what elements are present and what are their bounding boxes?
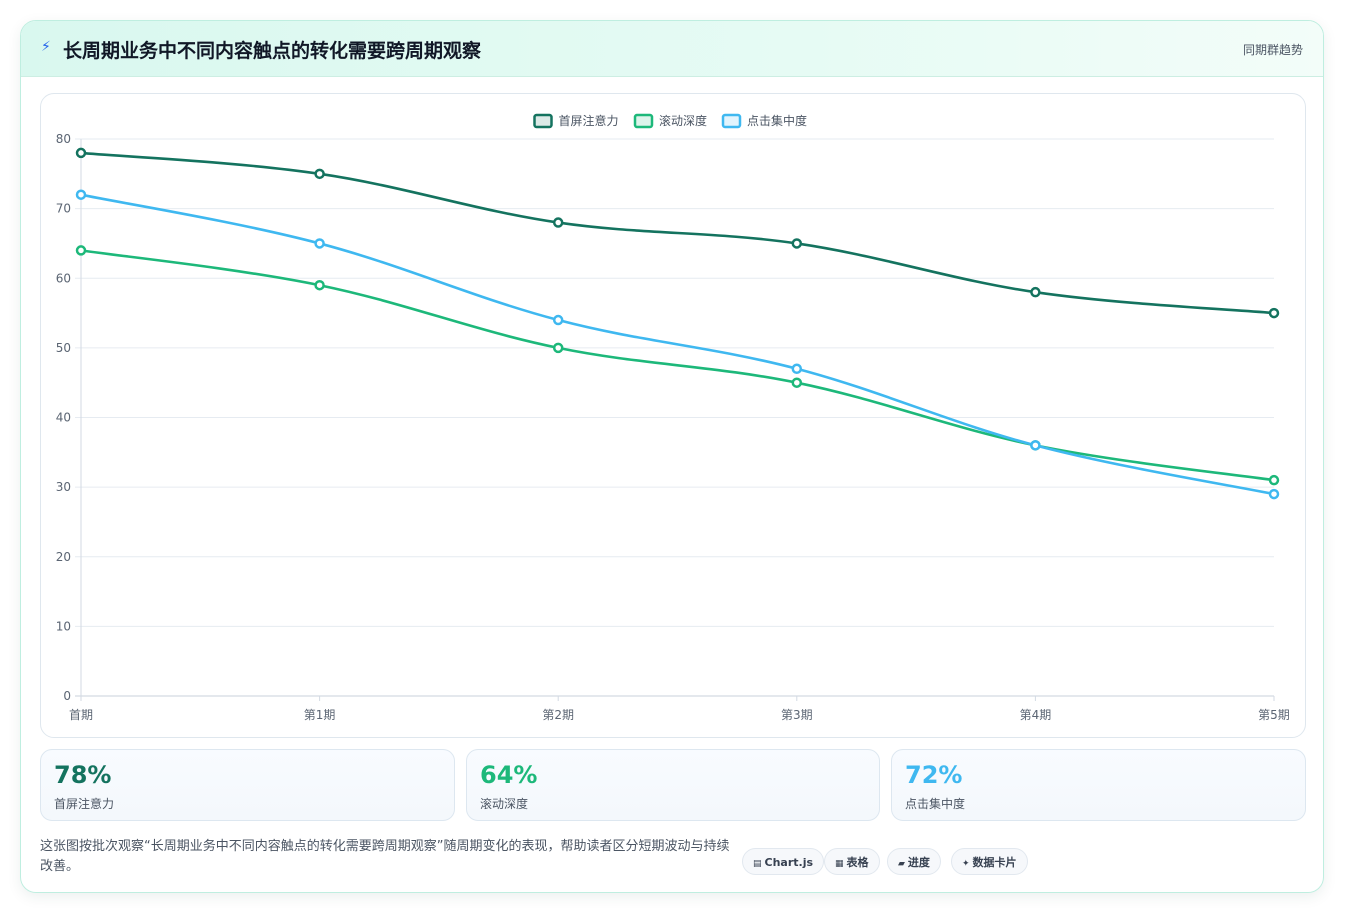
y-tick-label: 10: [56, 619, 71, 633]
x-tick-label: 第5期: [1258, 708, 1290, 722]
data-point: [791, 238, 803, 249]
data-point: [791, 363, 803, 375]
data-point: [75, 189, 87, 200]
chip-chartjs[interactable]: ▤ Chart.js: [742, 848, 825, 875]
legend-label: 首屏注意力: [559, 113, 619, 128]
series-line-0: [80, 151, 1275, 315]
data-point: [791, 377, 803, 388]
legend-swatch: [533, 113, 553, 129]
line-chart: 0 10 20 30 40 50 60 70 80 首期 第1期 第2期 第3期 第4期 第5期 首屏注意力 滚…: [56, 113, 1290, 722]
stat-label: 滚动深度: [480, 797, 529, 811]
stat-label: 首屏注意力: [54, 797, 115, 811]
series-line-2: [80, 193, 1275, 496]
chip-table[interactable]: ▦ 表格: [824, 848, 880, 875]
y-tick-label: 20: [56, 550, 71, 564]
data-point: [75, 245, 87, 256]
data-point: [552, 342, 564, 354]
y-tick-label: 0: [63, 689, 71, 703]
table-icon: ▦: [835, 859, 844, 869]
data-point: [314, 238, 325, 249]
chip-label: 表格: [846, 856, 869, 869]
data-point: [75, 147, 87, 159]
progress-icon: ▰: [898, 859, 905, 869]
chart-card: ⚡ 长周期业务中不同内容触点的转化需要跨周期观察 同期群趋势 0 10 20 30 40…: [20, 20, 1324, 893]
data-point: [552, 314, 564, 326]
data-point: [1268, 474, 1280, 486]
chip-label: Chart.js: [764, 856, 814, 869]
chart-icon: ▤: [753, 859, 762, 869]
chip-label: 数据卡片: [972, 856, 1017, 869]
stat-card-click: 72% 点击集中度: [891, 749, 1306, 821]
data-point: [552, 217, 564, 228]
x-tick-label: 第2期: [542, 708, 574, 722]
stat-value: 64%: [480, 761, 538, 789]
card-header: ⚡ 长周期业务中不同内容触点的转化需要跨周期观察 同期群趋势: [21, 21, 1323, 77]
legend-label: 滚动深度: [659, 113, 707, 128]
chip-progress[interactable]: ▰ 进度: [887, 848, 941, 875]
sparkle-icon: ✦: [962, 859, 970, 869]
legend-label: 点击集中度: [747, 113, 807, 128]
legend-swatch: [633, 113, 654, 129]
header-tag: 同期群趋势: [1242, 43, 1303, 57]
y-tick-label: 30: [56, 480, 71, 494]
data-point: [1030, 440, 1041, 451]
bolt-icon: ⚡: [41, 39, 51, 55]
data-point: [1268, 307, 1280, 319]
card-title: 长周期业务中不同内容触点的转化需要跨周期观察: [63, 40, 482, 62]
chip-label: 进度: [907, 856, 930, 869]
y-tick-label: 60: [56, 271, 71, 285]
series-line-1: [80, 249, 1275, 482]
stat-label: 点击集中度: [905, 797, 966, 811]
stat-card-scroll: 64% 滚动深度: [466, 749, 880, 821]
y-tick-label: 50: [56, 341, 71, 355]
data-point: [314, 168, 325, 180]
stat-card-attention: 78% 首屏注意力: [40, 749, 455, 821]
x-tick-label: 首期: [69, 708, 93, 722]
chip-data-card[interactable]: ✦ 数据卡片: [951, 848, 1028, 875]
data-point: [1268, 488, 1280, 500]
chart-container: 0 10 20 30 40 50 60 70 80 首期 第1期 第2期 第3期 第4期 第5期 首屏注意力 滚…: [40, 93, 1306, 738]
y-tick-label: 80: [56, 132, 71, 146]
data-point: [1030, 286, 1041, 298]
y-tick-label: 40: [56, 411, 71, 425]
legend-swatch: [721, 113, 742, 129]
stat-value: 72%: [905, 761, 963, 789]
x-tick-label: 第4期: [1020, 708, 1052, 722]
y-tick-label: 70: [56, 202, 71, 216]
x-tick-label: 第1期: [304, 708, 336, 722]
data-point: [314, 279, 325, 291]
x-tick-label: 第3期: [781, 708, 813, 722]
chart-description: 这张图按批次观察“长周期业务中不同内容触点的转化需要跨周期观察”随周期变化的表现…: [40, 839, 730, 874]
stat-value: 78%: [54, 761, 112, 789]
